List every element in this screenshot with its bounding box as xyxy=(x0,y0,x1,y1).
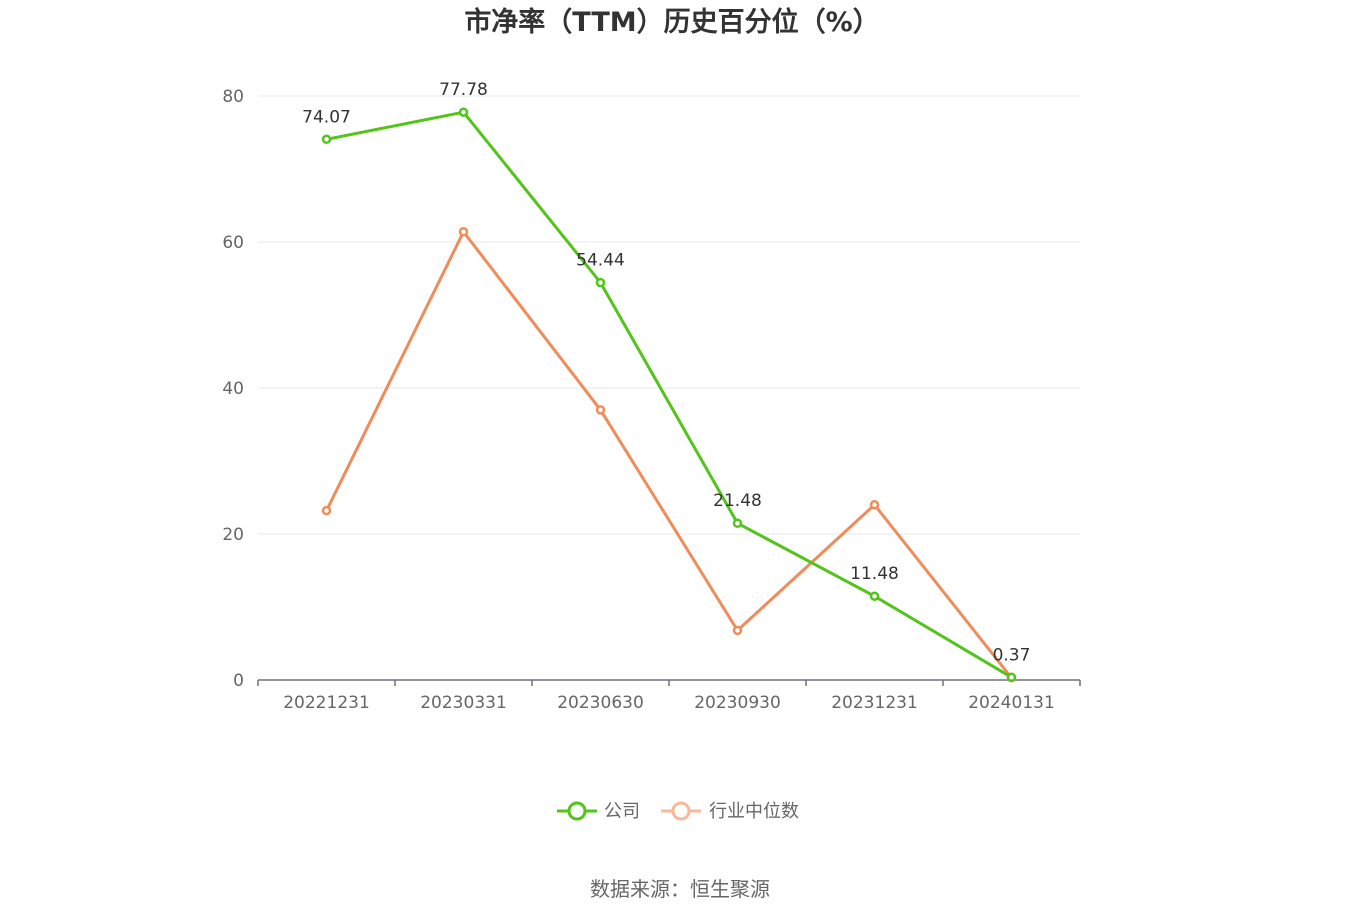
company-point[interactable] xyxy=(321,134,332,145)
y-tick-label: 20 xyxy=(222,525,244,545)
series-company xyxy=(321,107,1017,683)
data-label: 77.78 xyxy=(439,80,488,100)
source-text: 数据来源：恒生聚源 xyxy=(590,877,770,901)
data-label: 74.07 xyxy=(302,107,351,127)
series-layer xyxy=(321,107,1017,683)
x-tick-label: 20230930 xyxy=(694,693,781,713)
x-tick-label: 20221231 xyxy=(283,693,370,713)
industry-point[interactable] xyxy=(732,625,743,636)
company-point[interactable] xyxy=(732,518,743,528)
x-axis xyxy=(257,679,1081,686)
data-label: 21.48 xyxy=(713,491,762,511)
legend-item-company[interactable]: 公司 xyxy=(557,801,640,822)
data-label: 0.37 xyxy=(993,645,1031,665)
x-tick-label: 20240131 xyxy=(968,693,1055,713)
industry-point[interactable] xyxy=(458,227,469,237)
company-point[interactable] xyxy=(458,107,469,117)
x-axis-ticks: 20221231 20230331 20230630 20230930 20231231… xyxy=(283,693,1055,713)
company-point[interactable] xyxy=(595,277,606,288)
x-tick-label: 20230331 xyxy=(420,693,507,713)
chart-title: 市净率（TTM）历史百分位（%） xyxy=(464,6,879,38)
legend[interactable]: 公司 行业中位数 xyxy=(557,801,799,822)
y-tick-label: 60 xyxy=(222,233,244,253)
industry-point[interactable] xyxy=(869,500,880,510)
legend-company-marker xyxy=(567,801,587,821)
industry-point[interactable] xyxy=(321,505,332,516)
company-point[interactable] xyxy=(869,591,880,601)
x-tick-label: 20230630 xyxy=(557,693,644,713)
data-label: 54.44 xyxy=(576,251,625,271)
legend-industry-label: 行业中位数 xyxy=(709,801,799,822)
company-line xyxy=(326,110,1013,679)
y-tick-label: 40 xyxy=(222,379,244,399)
grid-lines xyxy=(258,95,1080,535)
data-labels: 74.07 77.78 54.44 21.48 11.48 0.37 xyxy=(302,80,1030,665)
industry-line xyxy=(325,230,1013,679)
legend-industry-marker xyxy=(671,801,691,821)
x-tick-label: 20231231 xyxy=(831,693,918,713)
industry-point[interactable] xyxy=(595,405,606,415)
data-label: 11.48 xyxy=(850,564,899,584)
legend-item-industry[interactable]: 行业中位数 xyxy=(661,801,799,822)
y-tick-label: 80 xyxy=(222,87,244,107)
series-industry xyxy=(321,227,1017,683)
y-axis-ticks: 0 20 40 60 80 xyxy=(222,87,244,691)
legend-company-label: 公司 xyxy=(604,801,640,822)
y-tick-label: 0 xyxy=(233,671,244,691)
company-point[interactable] xyxy=(1006,672,1017,683)
